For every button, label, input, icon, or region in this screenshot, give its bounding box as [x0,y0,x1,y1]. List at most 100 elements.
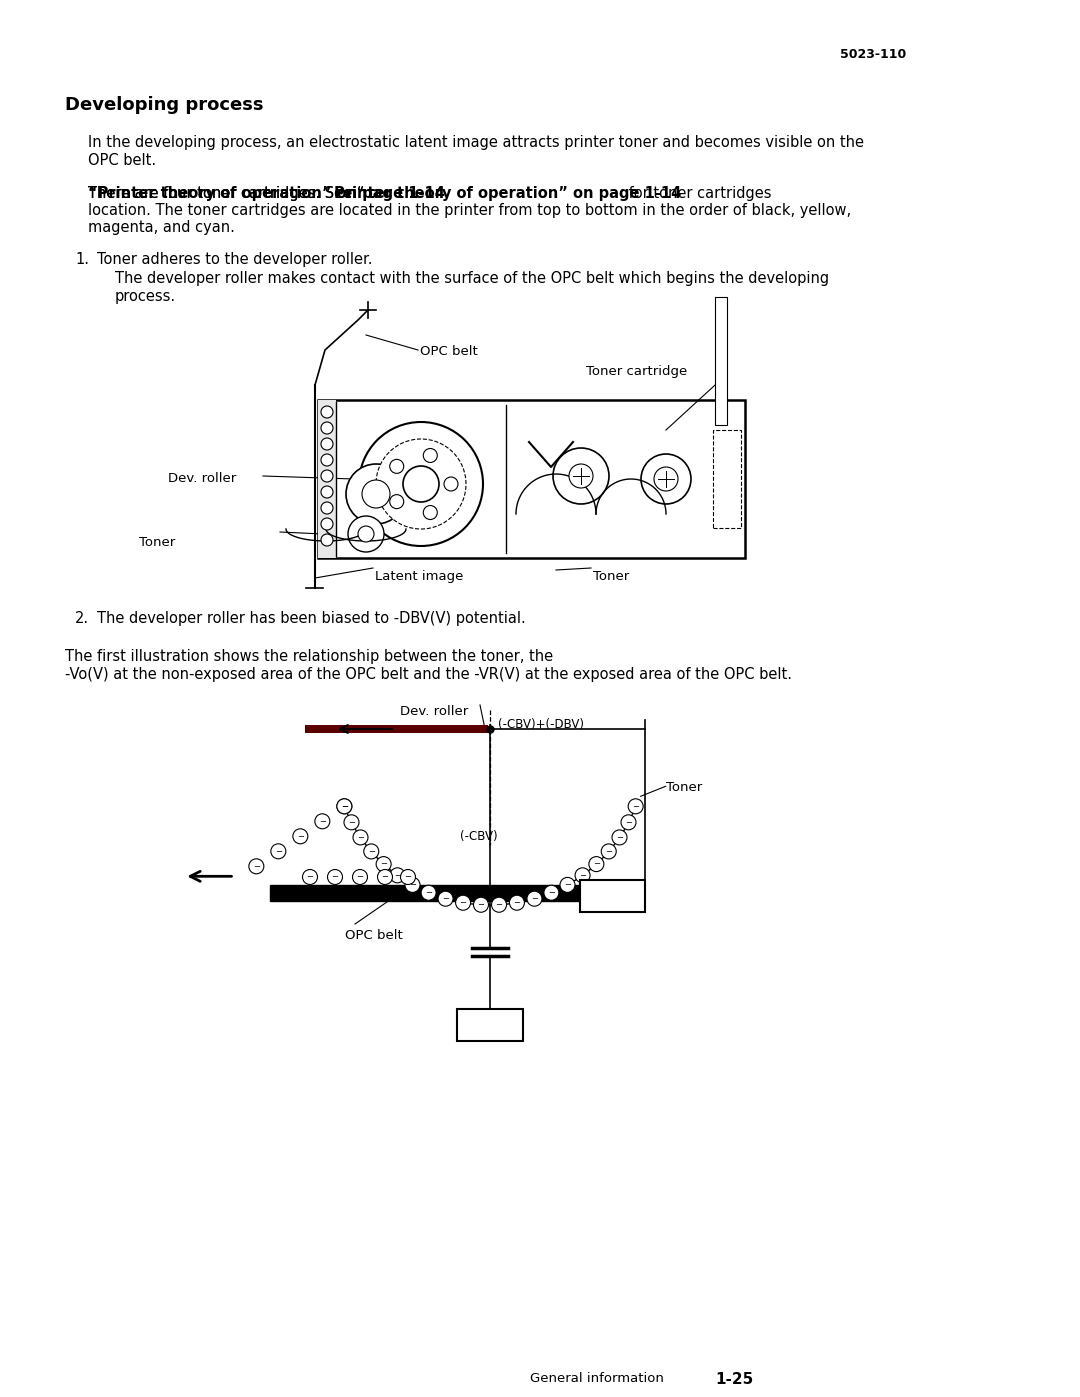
Text: −: − [496,900,502,909]
Text: −: − [253,862,260,870]
Circle shape [473,897,488,912]
Circle shape [456,895,471,911]
Text: CBV: CBV [474,1030,505,1045]
Text: Toner: Toner [138,536,175,549]
Circle shape [602,844,617,859]
Text: −: − [605,847,612,856]
Circle shape [527,891,542,907]
Text: −: − [616,833,623,842]
Text: −: − [548,888,555,897]
Text: −: − [274,847,282,856]
Circle shape [321,454,333,467]
Circle shape [248,859,264,873]
Text: Developing process: Developing process [65,96,264,115]
Text: OPC belt: OPC belt [345,929,403,942]
Text: for toner cartridges: for toner cartridges [624,186,771,201]
Text: −: − [442,894,449,904]
Circle shape [337,799,352,814]
Bar [580,880,645,912]
Text: (-CBV)+(-DBV): (-CBV)+(-DBV) [498,718,584,731]
Circle shape [362,481,390,509]
Text: 2.: 2. [75,610,90,626]
Text: Toner: Toner [665,781,702,795]
Circle shape [321,422,333,434]
Circle shape [444,476,458,490]
Bar [270,886,610,901]
Text: Printer theory of operation” on page 1-14: Printer theory of operation” on page 1-1… [334,186,681,201]
Text: −: − [381,873,389,882]
Text: −: − [368,847,375,856]
Text: process.: process. [114,289,176,305]
Circle shape [544,886,558,900]
Circle shape [575,868,590,883]
Bar [318,400,745,557]
Text: −: − [341,802,348,810]
Text: −: − [632,802,639,810]
Text: −: − [405,873,411,882]
Text: General information: General information [530,1372,664,1384]
Text: “Printer theory of operation” on page 1-14: “Printer theory of operation” on page 1-… [87,186,445,201]
Text: Toner adheres to the developer roller.: Toner adheres to the developer roller. [97,251,373,267]
Circle shape [401,869,416,884]
Bar [305,725,488,733]
Circle shape [271,844,286,859]
Circle shape [321,407,333,418]
Circle shape [390,868,405,883]
Circle shape [589,856,604,872]
Bar [713,430,741,528]
Bar [715,298,727,425]
Circle shape [378,869,392,884]
Text: OPC belt.: OPC belt. [87,154,157,168]
Circle shape [421,886,436,900]
Circle shape [423,448,437,462]
Circle shape [302,869,318,884]
Circle shape [629,799,644,814]
Text: magenta, and cyan.: magenta, and cyan. [87,219,234,235]
Text: Dev. roller: Dev. roller [168,472,237,485]
Circle shape [423,506,437,520]
Text: −: − [357,833,364,842]
Text: −: − [426,888,432,897]
Text: The developer roller has been biased to -DBV(V) potential.: The developer roller has been biased to … [97,610,526,626]
Circle shape [321,518,333,529]
Text: Latent image: Latent image [375,570,463,583]
Text: Toner cartridge: Toner cartridge [586,365,687,379]
Circle shape [491,897,507,912]
Text: The first illustration shows the relationship between the toner, the: The first illustration shows the relatio… [65,650,553,664]
Circle shape [321,534,333,546]
Text: DBV: DBV [596,901,629,916]
Circle shape [315,814,329,828]
Text: −: − [341,802,348,810]
Text: The developer roller makes contact with the surface of the OPC belt which begins: The developer roller makes contact with … [114,271,829,286]
Text: In the developing process, an electrostatic latent image attracts printer toner : In the developing process, an electrosta… [87,136,864,149]
Text: −: − [409,880,416,890]
Text: location. The toner cartridges are located in the printer from top to bottom in : location. The toner cartridges are locat… [87,203,851,218]
Text: −: − [625,817,632,827]
Circle shape [357,527,374,542]
Circle shape [654,467,678,490]
Text: −: − [348,817,355,827]
Circle shape [321,486,333,497]
Circle shape [438,891,453,907]
Text: Dev. roller: Dev. roller [400,705,469,718]
Text: OPC belt: OPC belt [420,345,477,358]
Circle shape [403,467,438,502]
Circle shape [337,799,352,814]
Text: -Vo(V) at the non-exposed area of the OPC belt and the -VR(V) at the exposed are: -Vo(V) at the non-exposed area of the OP… [65,666,792,682]
Text: −: − [477,900,485,909]
Text: −: − [332,873,338,882]
Text: −: − [394,870,401,880]
Text: −: − [531,894,538,904]
Circle shape [364,844,379,859]
Text: −: − [307,873,313,882]
Text: −: − [319,817,326,826]
Bar [318,400,336,557]
Text: 1.: 1. [75,251,89,267]
Text: 1-25: 1-25 [715,1372,753,1387]
Circle shape [352,869,367,884]
Circle shape [348,515,384,552]
Circle shape [405,877,420,893]
Circle shape [376,439,465,529]
Text: There are four toner cartridges. See “: There are four toner cartridges. See “ [87,186,364,201]
Circle shape [353,830,368,845]
